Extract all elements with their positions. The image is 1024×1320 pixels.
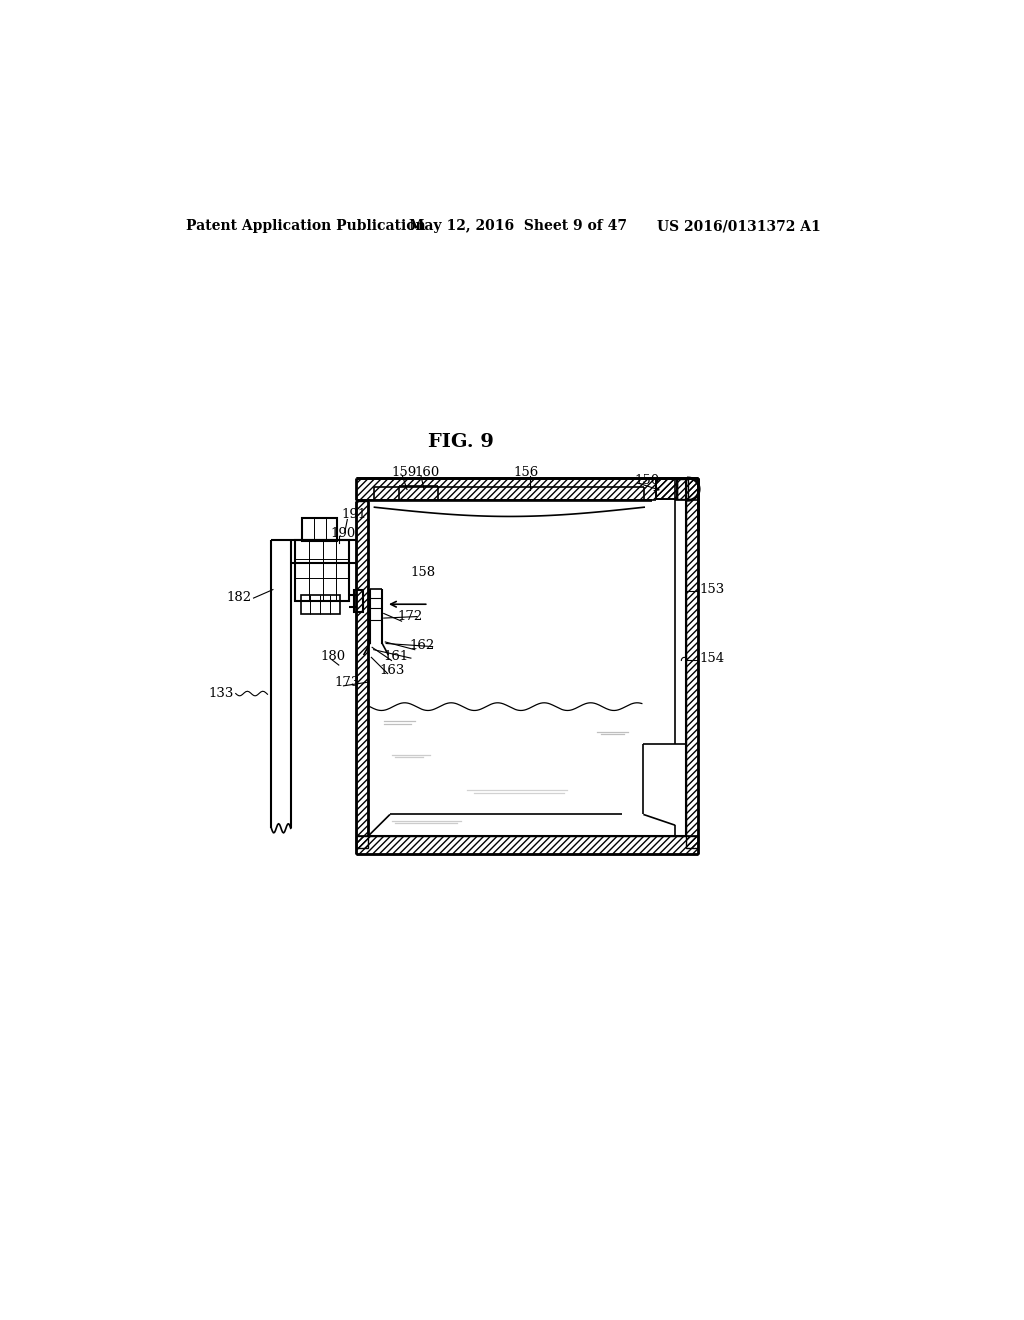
Text: 154: 154 xyxy=(699,652,724,665)
Text: 153: 153 xyxy=(699,583,724,597)
Text: 161: 161 xyxy=(384,649,409,663)
Bar xyxy=(678,479,688,499)
Bar xyxy=(356,836,698,854)
Text: Patent Application Publication: Patent Application Publication xyxy=(186,219,426,234)
Text: 158: 158 xyxy=(411,566,436,579)
Bar xyxy=(655,479,678,499)
Text: 156: 156 xyxy=(513,466,539,479)
Text: 182: 182 xyxy=(227,591,252,603)
Text: US 2016/0131372 A1: US 2016/0131372 A1 xyxy=(657,219,821,234)
Text: 159: 159 xyxy=(391,466,417,479)
Bar xyxy=(356,478,698,500)
Text: 173: 173 xyxy=(335,676,360,689)
Text: 162: 162 xyxy=(410,639,434,652)
Bar xyxy=(686,478,698,849)
Bar xyxy=(356,502,369,849)
Text: 160: 160 xyxy=(414,466,439,479)
Text: 190: 190 xyxy=(331,527,355,540)
Text: 133: 133 xyxy=(209,686,234,700)
Text: 150: 150 xyxy=(634,474,659,487)
Bar xyxy=(353,590,362,612)
Text: FIG. 9: FIG. 9 xyxy=(428,433,495,450)
Bar xyxy=(301,595,340,614)
Text: May 12, 2016  Sheet 9 of 47: May 12, 2016 Sheet 9 of 47 xyxy=(410,219,628,234)
Text: 172: 172 xyxy=(397,610,423,623)
Bar xyxy=(655,479,678,499)
Text: 163: 163 xyxy=(380,664,406,677)
Bar xyxy=(295,540,349,601)
Text: 191: 191 xyxy=(341,508,367,521)
Text: 180: 180 xyxy=(321,649,345,663)
Bar xyxy=(302,517,337,541)
